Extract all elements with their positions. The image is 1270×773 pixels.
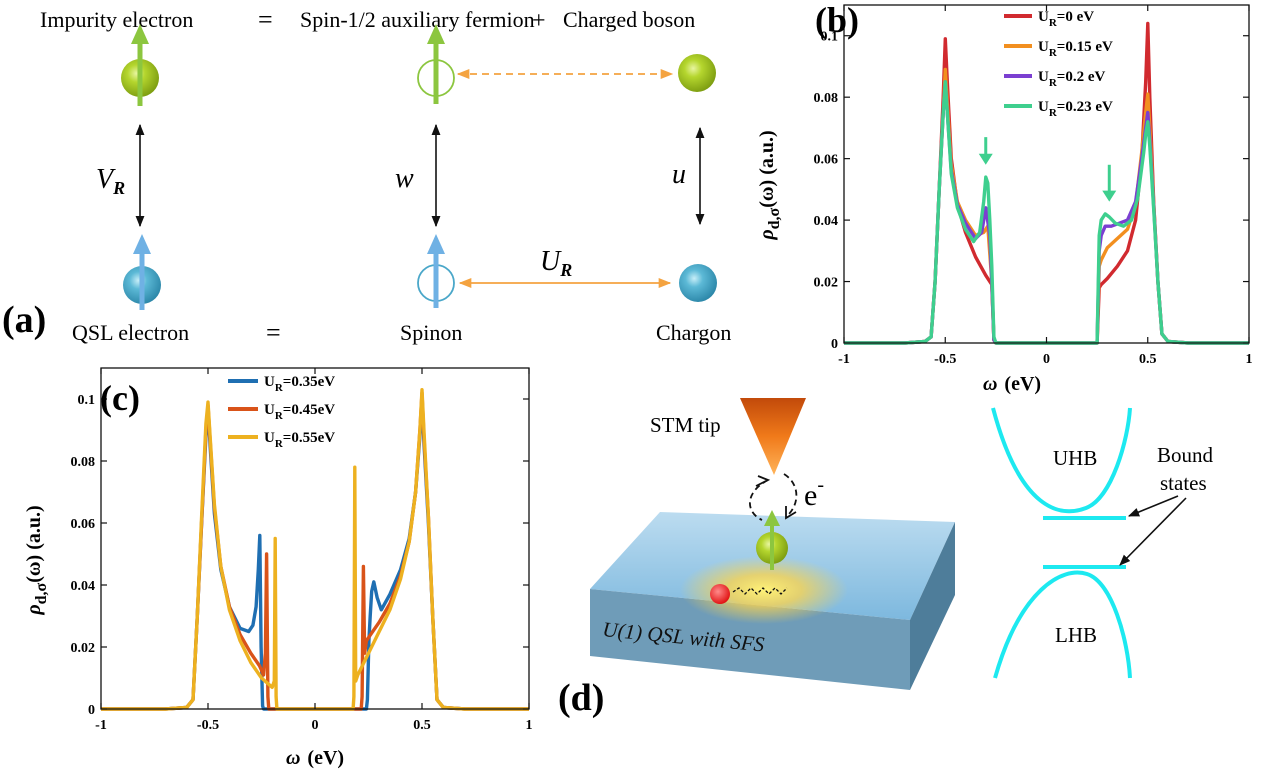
x-tick-label: 0 [1043, 352, 1050, 367]
x-tick-label: -0.5 [197, 718, 219, 733]
chargon-label: Chargon [656, 320, 731, 345]
ur-label: UR [540, 246, 572, 280]
bound-states-label-line1: Bound [1157, 443, 1214, 467]
y-tick-label: 0.08 [814, 91, 839, 106]
y-tick-label: 0.02 [71, 641, 96, 656]
legend-entry-3: UR=0.2 eV [1038, 69, 1106, 89]
wavy-bond [732, 587, 788, 595]
impurity-electron-label: Impurity electron [40, 7, 193, 32]
legend-entry-1: UR=0 eV [1038, 9, 1094, 29]
panel-b: -1 -0.5 0 0.5 1 0 0.02 0.04 0.06 0.08 0.1 UR=0 eV UR… [756, 0, 1253, 395]
bottom-equals-sign: = [266, 318, 281, 347]
legend-entry-2: UR=0.45eV [264, 402, 335, 422]
surface-spin-particle [756, 510, 788, 570]
tunneling-arrow-right [783, 473, 798, 517]
chart-c-xlabel: ω (eV) [286, 747, 344, 769]
charged-boson-particle [678, 54, 716, 92]
plot-frame [843, 4, 1250, 344]
tunneling-arrowhead-left [755, 475, 771, 487]
y-tick-label: 0.1 [78, 393, 96, 408]
slab-front-face [590, 589, 910, 690]
plot-frame [100, 367, 530, 710]
vr-label: VR [96, 164, 125, 198]
top-equals-sign: = [258, 5, 273, 34]
x-tick-label: -1 [95, 718, 107, 733]
y-tick-label: 0 [831, 337, 838, 352]
chart-c: -1 -0.5 0 0.5 1 0 0.02 0.04 0.06 0.08 0.1 UR=0.35eV… [71, 367, 533, 733]
chart-b-xlabel: ω (eV) [983, 373, 1041, 395]
x-tick-label: 0.5 [1139, 352, 1157, 367]
qsl-electron-label: QSL electron [72, 320, 189, 345]
u-label: u [672, 159, 686, 190]
spinon-label: Spinon [400, 320, 462, 345]
uhb-band [991, 407, 1132, 514]
x-tick-label: -0.5 [934, 352, 956, 367]
y-tick-label: 0.08 [71, 455, 96, 470]
x-tick-label: 0.5 [413, 718, 431, 733]
spinon-particle [417, 234, 455, 308]
panel-d: U(1) QSL with SFS STM tip e- (d) UHB LHB… [558, 398, 1214, 719]
legend-entry-2: UR=0.15 eV [1038, 39, 1113, 59]
lhb-label: LHB [1055, 623, 1097, 647]
chart-b-ylabel: ρd,σ(ω) (a.u.) [756, 130, 783, 240]
legend-entry-4: UR=0.23 eV [1038, 99, 1113, 119]
y-tick-label: 0.06 [814, 153, 839, 168]
panel-a-label: (a) [2, 299, 46, 341]
chargon-particle [679, 264, 717, 302]
tunneling-arrow-left [749, 479, 769, 521]
tunneling-arrowhead-right [785, 506, 797, 520]
y-tick-label: 0.04 [71, 579, 96, 594]
x-tick-label: 1 [1246, 352, 1253, 367]
auxiliary-fermion-particle [417, 24, 455, 104]
chart-b: -1 -0.5 0 0.5 1 0 0.02 0.04 0.06 0.08 0.1 UR=0 eV UR… [814, 4, 1253, 367]
panel-c: -1 -0.5 0 0.5 1 0 0.02 0.04 0.06 0.08 0.1 UR=0.35eV… [23, 367, 533, 769]
stm-tip-icon [740, 398, 806, 475]
stm-tip-label: STM tip [650, 413, 721, 437]
panel-d-label: (d) [558, 677, 604, 719]
plus-sign: + [532, 8, 546, 34]
uhb-label: UHB [1053, 446, 1097, 470]
charged-boson-label: Charged boson [563, 7, 695, 32]
y-tick-label: 0.06 [71, 517, 96, 532]
electron-label: e- [804, 474, 824, 512]
bound-arrow-upper [1127, 495, 1179, 517]
x-tick-label: 0 [312, 718, 319, 733]
qsl-electron-particle [123, 234, 161, 310]
chart-c-ylabel: ρd,σ(ω) (a.u.) [23, 505, 50, 615]
panel-b-label: (b) [815, 0, 859, 40]
slab-side-face [910, 522, 955, 690]
x-tick-label: -1 [838, 352, 850, 367]
legend-entry-3: UR=0.55eV [264, 430, 335, 450]
y-tick-label: 0 [88, 703, 95, 718]
y-tick-label: 0.1 [821, 30, 839, 45]
bound-states-label-line2: states [1160, 471, 1207, 495]
y-tick-label: 0.02 [814, 276, 839, 291]
annotation-arrowhead-2 [1102, 190, 1117, 202]
x-tick-label: 1 [526, 718, 533, 733]
bound-arrow-lower [1119, 497, 1187, 566]
impurity-electron-particle [121, 24, 159, 106]
annotation-arrowhead-1 [978, 153, 993, 165]
red-impurity-icon [710, 584, 730, 604]
impurity-glow [680, 556, 848, 624]
series-line-4 [844, 80, 1249, 345]
lhb-band [993, 570, 1132, 679]
w-label: w [395, 163, 414, 194]
series-line-3 [844, 80, 1249, 345]
panel-a: Impurity electron = Spin-1/2 auxiliary f… [2, 5, 731, 347]
y-tick-label: 0.04 [814, 214, 839, 229]
panel-c-label: (c) [100, 378, 140, 418]
auxiliary-fermion-label: Spin-1/2 auxiliary fermion [300, 7, 535, 32]
legend-entry-1: UR=0.35eV [264, 374, 335, 394]
